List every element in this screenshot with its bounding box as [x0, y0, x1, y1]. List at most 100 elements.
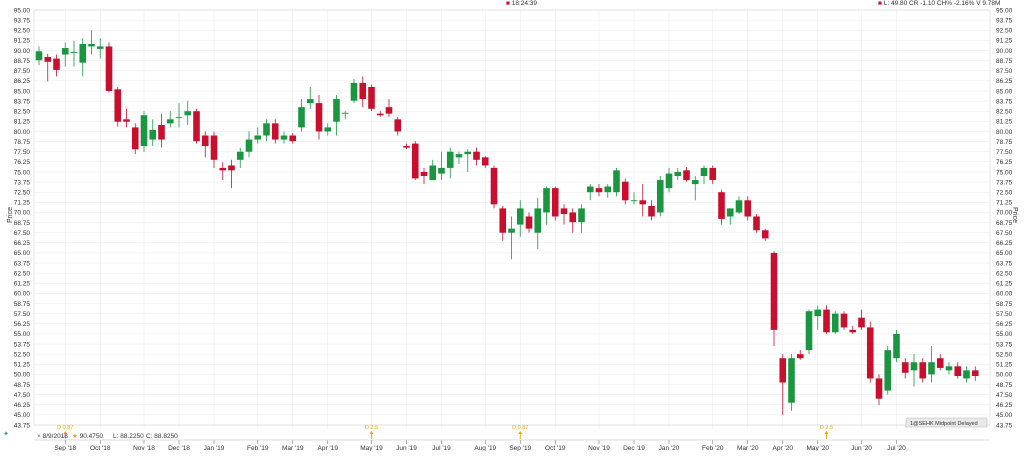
- candle-up[interactable]: [263, 119, 270, 142]
- candle-down[interactable]: [481, 155, 489, 168]
- candle-down[interactable]: [114, 86, 122, 127]
- candle-up[interactable]: [140, 111, 148, 152]
- candle-down[interactable]: [954, 362, 962, 379]
- candle-up[interactable]: [674, 167, 682, 181]
- candle-down[interactable]: [551, 186, 559, 221]
- candle-up[interactable]: [910, 354, 918, 387]
- candle-up[interactable]: [735, 196, 743, 215]
- data-source-badge[interactable]: 1@SEHK Midpoint Delayed: [905, 417, 988, 428]
- candle-down[interactable]: [866, 321, 874, 383]
- candle-down[interactable]: [858, 309, 865, 330]
- candle-down[interactable]: [823, 305, 830, 334]
- candle-up[interactable]: [788, 354, 795, 411]
- candle-down[interactable]: [123, 108, 130, 128]
- candle-up[interactable]: [613, 167, 620, 197]
- event-marker[interactable]: D 2.5: [820, 425, 833, 439]
- candle-up[interactable]: [166, 111, 174, 128]
- candle-up[interactable]: [945, 362, 953, 375]
- candle-down[interactable]: [490, 165, 498, 209]
- candle-down[interactable]: [158, 113, 165, 148]
- candle-down[interactable]: [420, 167, 428, 185]
- candle-up[interactable]: [586, 184, 594, 201]
- candle-down[interactable]: [525, 212, 533, 233]
- candle-down[interactable]: [796, 350, 804, 360]
- candle-down[interactable]: [761, 228, 769, 241]
- candle-up[interactable]: [446, 147, 454, 179]
- candle-down[interactable]: [210, 131, 218, 168]
- candle-up[interactable]: [341, 111, 349, 120]
- candle-down[interactable]: [683, 167, 690, 182]
- candle-up[interactable]: [604, 184, 612, 198]
- event-marker[interactable]: D 2.5: [365, 425, 378, 439]
- candle-down[interactable]: [779, 354, 787, 415]
- candle-up[interactable]: [665, 167, 673, 193]
- candle-up[interactable]: [455, 151, 463, 164]
- candle-down[interactable]: [639, 184, 647, 217]
- candle-down[interactable]: [919, 358, 927, 383]
- candle-up[interactable]: [96, 38, 104, 59]
- candle-down[interactable]: [621, 178, 629, 205]
- candle-up[interactable]: [516, 200, 524, 237]
- candle-down[interactable]: [744, 196, 752, 221]
- crosshair-icon[interactable]: ✦: [3, 430, 9, 438]
- candle-down[interactable]: [875, 374, 883, 406]
- event-marker[interactable]: D 0.87: [57, 425, 73, 439]
- candle-down[interactable]: [131, 123, 139, 155]
- candle-down[interactable]: [359, 76, 367, 108]
- candle-down[interactable]: [770, 251, 778, 347]
- candle-up[interactable]: [831, 311, 839, 334]
- candle-up[interactable]: [149, 119, 157, 147]
- candle-down[interactable]: [105, 42, 113, 93]
- candle-down[interactable]: [840, 311, 848, 330]
- candle-down[interactable]: [394, 116, 402, 136]
- candle-down[interactable]: [44, 53, 52, 82]
- candle-up[interactable]: [464, 149, 472, 172]
- candle-up[interactable]: [324, 123, 332, 136]
- candle-down[interactable]: [718, 189, 725, 225]
- candle-down[interactable]: [753, 214, 760, 233]
- candle-up[interactable]: [70, 40, 78, 67]
- candle-up[interactable]: [534, 197, 542, 249]
- candle-down[interactable]: [376, 111, 384, 117]
- candle-down[interactable]: [411, 141, 419, 181]
- event-marker[interactable]: D 0.87: [512, 425, 528, 439]
- candle-up[interactable]: [508, 216, 515, 260]
- candle-up[interactable]: [35, 46, 43, 66]
- candle-down[interactable]: [595, 184, 603, 197]
- candle-down[interactable]: [936, 354, 944, 371]
- candle-down[interactable]: [315, 95, 323, 140]
- candle-up[interactable]: [578, 204, 585, 233]
- candle-up[interactable]: [963, 366, 970, 383]
- candle-down[interactable]: [849, 325, 857, 334]
- candle-up[interactable]: [280, 131, 288, 144]
- candle-up[interactable]: [429, 159, 437, 181]
- candle-up[interactable]: [306, 86, 314, 109]
- candle-up[interactable]: [630, 192, 638, 205]
- candle-down[interactable]: [385, 99, 393, 117]
- candle-down[interactable]: [473, 147, 480, 166]
- candle-up[interactable]: [333, 95, 340, 136]
- candle-down[interactable]: [228, 159, 235, 189]
- candle-up[interactable]: [700, 165, 708, 185]
- candle-up[interactable]: [884, 346, 892, 395]
- candle-down[interactable]: [201, 131, 209, 158]
- candle-down[interactable]: [971, 366, 979, 381]
- candle-up[interactable]: [814, 305, 822, 330]
- candle-up[interactable]: [175, 103, 183, 128]
- candle-up[interactable]: [543, 186, 550, 225]
- candle-down[interactable]: [271, 119, 279, 144]
- candle-down[interactable]: [569, 208, 577, 233]
- candle-up[interactable]: [691, 176, 699, 201]
- candle-down[interactable]: [403, 143, 410, 150]
- candle-down[interactable]: [193, 108, 200, 144]
- candle-up[interactable]: [236, 147, 244, 168]
- candle-up[interactable]: [79, 38, 87, 77]
- candle-up[interactable]: [726, 208, 734, 225]
- candle-up[interactable]: [438, 151, 445, 181]
- candle-up[interactable]: [928, 346, 935, 383]
- candle-down[interactable]: [289, 133, 297, 144]
- candle-up[interactable]: [805, 309, 813, 355]
- candle-down[interactable]: [648, 200, 655, 221]
- candle-up[interactable]: [298, 99, 305, 132]
